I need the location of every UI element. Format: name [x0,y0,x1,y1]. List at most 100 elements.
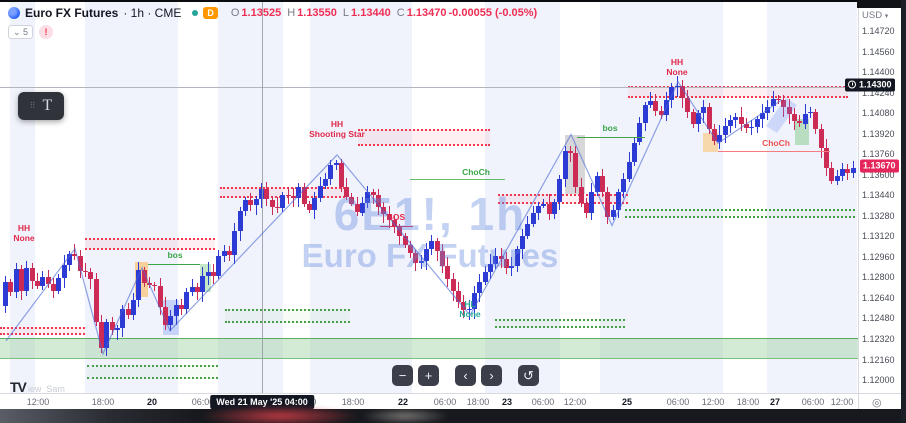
window-right-edge [901,0,906,423]
time-axis-separator [0,393,906,394]
last-price-badge: 1.13670 [860,159,899,173]
price-tick-label: 1.13760 [862,149,895,160]
candle-body [850,167,856,174]
decorative-blob [360,407,450,423]
time-tick-label: 06:00 [433,397,457,407]
symbol-globe-icon [8,7,20,19]
crosshair-vertical-line [262,2,263,393]
price-tick-label: 1.12800 [862,272,895,283]
high-label: H [287,7,296,19]
price-axis-separator [858,0,859,409]
open-value: 1.13525 [241,7,282,19]
username-watermark: iew_Sam_ [27,384,70,393]
structure-label: HL None [459,299,481,319]
time-tick-label: 06:00 [801,397,825,407]
time-tick-label: 06:00 [191,397,215,407]
price-tick-label: 1.14240 [862,87,895,98]
structure-label: ChoCh [462,167,490,177]
time-tick-label: 25 [621,397,633,407]
price-tick-label: 1.12000 [862,375,895,385]
currency-dropdown[interactable]: USD ▾ [862,10,888,21]
market-open-dot-icon [192,10,199,16]
text-tool-label: T [42,97,53,114]
reset-chart-button[interactable]: ↺ [518,365,539,386]
daily-badge[interactable]: D [203,7,218,19]
chart-nav-toolbar: − + ‹ › ↺ [392,365,539,386]
scroll-left-button[interactable]: ‹ [455,365,476,386]
time-tick-label: 06:00 [666,397,690,407]
price-tick-label: 1.14400 [862,67,895,78]
close-value: 1.13470 [406,7,447,19]
candle-body [813,111,819,129]
time-tick-label: 18:00 [91,397,115,407]
time-tick-label: 12:00 [701,397,725,407]
structure-label: HH Shooting Star [309,119,365,139]
candle-body [823,148,829,169]
time-tick-label: 18:00 [466,397,490,407]
low-value: 1.13440 [351,7,391,19]
price-tick-label: 1.14720 [862,26,895,36]
axis-settings-icon[interactable]: ◎ [872,397,882,409]
candle-wick [799,115,801,127]
candle-body [839,168,845,177]
zoom-out-button[interactable]: − [392,365,413,386]
time-tick-label: 23 [501,397,513,407]
close-label: C [396,7,405,19]
price-tick-label: 1.13280 [862,210,895,221]
ohlc-readout: O 1.13525 H 1.13550 L 1.13440 C 1.13470 -0.0… [231,7,537,19]
time-tick-label: 22 [397,397,409,407]
open-label: O [230,7,240,19]
price-tick-label: 1.14560 [862,46,895,57]
price-tick-label: 1.13440 [862,190,895,201]
price-tick-label: 1.12960 [862,251,895,262]
candle-body [818,128,824,149]
scroll-right-button[interactable]: › [481,365,502,386]
symbol-title[interactable]: Euro FX Futures [25,6,119,20]
structure-label: ChoCh [762,138,790,148]
indicators-collapse-button[interactable]: ⌄ 5 [8,25,34,39]
high-value: 1.13550 [297,7,337,19]
time-tick-label: 12:00 [26,397,50,407]
price-tick-label: 1.13920 [862,128,895,139]
structure-label: BOS [386,212,406,222]
structure-label: HH None [666,57,688,77]
time-tick-label: 20 [146,397,158,407]
below-chart-strip [0,405,906,423]
decorative-blob [200,405,360,423]
time-tick-label: 18:00 [736,397,760,407]
demand-zone [87,365,218,379]
price-tick-label: 1.14080 [862,108,895,119]
structure-label: bos [167,250,183,260]
candle-body [834,176,840,182]
structure-label: HH None [13,223,35,243]
interval-exchange-text[interactable]: · 1h · CME [123,6,182,20]
price-tick-label: 1.12320 [862,333,895,344]
chart-canvas[interactable]: HH None bos HH Shooting Star BOS ChoCh HL Non… [0,2,858,393]
alert-price-badge[interactable]: 1.14300 [845,78,895,92]
price-tick-label: 1.12640 [862,292,895,303]
candle-body [845,168,851,174]
price-tick-label: 1.12480 [862,313,895,324]
window-top-edge [0,0,906,2]
change-value: -0.00055 (-0.05%) [448,7,538,19]
zoom-in-button[interactable]: + [418,365,439,386]
candle-body [807,111,813,114]
price-axis[interactable]: USD ▾ 1.14720 1.14560 1.14400 1.14240 1.1408… [845,2,901,393]
time-axis[interactable]: 12:00 18:00 20 06:00 12:00 18:00 22 06:00 18:00 2… [0,394,858,409]
price-tick-label: 1.13600 [862,169,895,180]
alert-count-badge[interactable]: ! [39,25,54,39]
legend-second-row: ⌄ 5 ! [8,25,54,39]
candle-body [797,120,803,124]
low-label: L [342,7,350,19]
tradingview-logo[interactable]: TV iew_Sam_ [10,379,70,393]
candle-body [786,107,792,115]
time-tick-label: 27 [769,397,781,407]
tradingview-logo-mark[interactable]: TV [10,379,27,393]
structure-label: bos [602,123,618,133]
chevron-down-icon: ▾ [884,13,889,20]
drag-handle-icon[interactable]: ⠿ [29,101,37,110]
text-tool-floating-button[interactable]: ⠿ T [18,92,64,120]
order-block [795,119,809,145]
